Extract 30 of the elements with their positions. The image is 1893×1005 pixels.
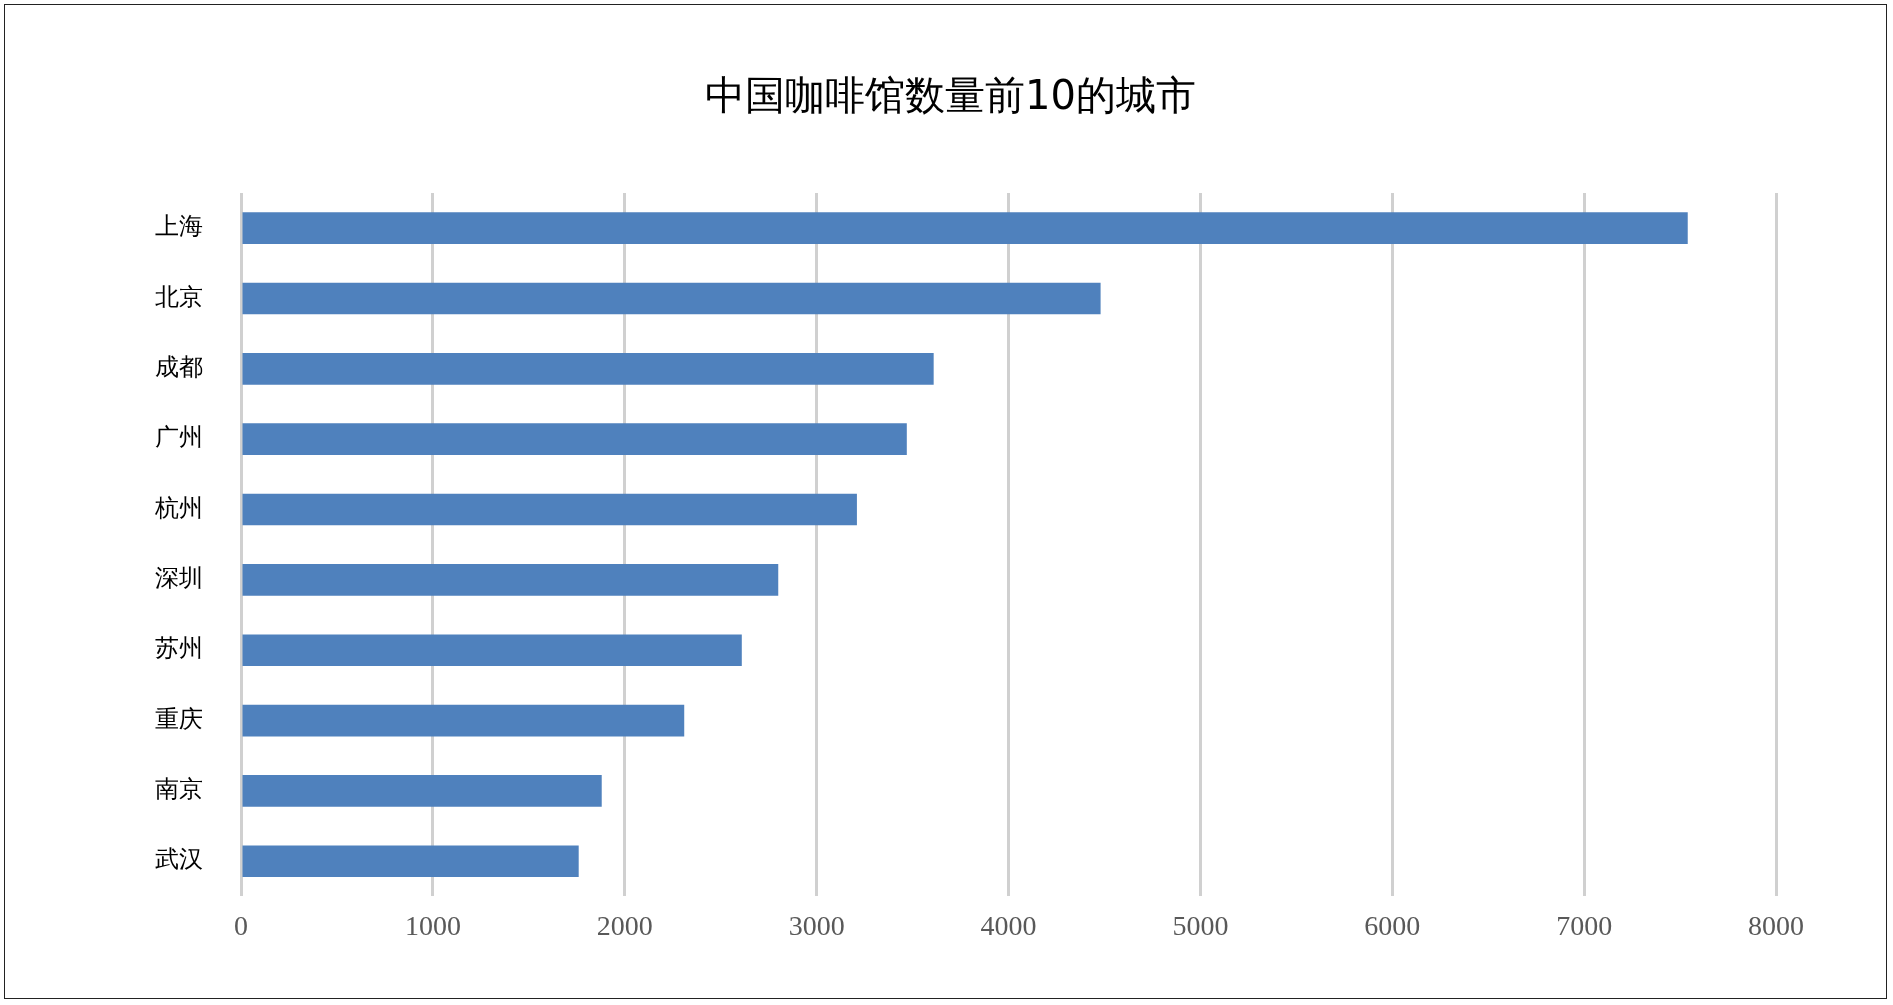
y-tick-label: 深圳 [155, 564, 203, 593]
x-tick-label: 2000 [596, 909, 653, 941]
x-tick-label: 6000 [1364, 909, 1421, 941]
y-tick-label: 成都 [155, 353, 203, 382]
bar [242, 282, 1101, 315]
bar [242, 845, 579, 878]
y-tick-label: 苏州 [155, 634, 203, 663]
x-tick-label: 4000 [980, 909, 1037, 941]
y-tick-label: 杭州 [154, 493, 203, 522]
bar [242, 775, 602, 807]
x-tick-label: 5000 [1172, 909, 1229, 941]
bar [242, 423, 907, 456]
x-tick-label: 0 [234, 909, 248, 941]
bar [242, 564, 779, 596]
y-tick-label: 重庆 [155, 704, 203, 733]
bar [242, 634, 742, 667]
bar [242, 212, 1688, 244]
x-tick-label: 1000 [404, 909, 461, 941]
x-tick-label: 7000 [1556, 909, 1613, 941]
bar [242, 493, 857, 526]
bar [242, 704, 685, 737]
y-tick-label: 广州 [155, 423, 203, 452]
chart-title: 中国咖啡馆数量前10的城市 [705, 72, 1196, 119]
x-tick-label: 3000 [788, 909, 845, 941]
y-tick-label: 北京 [155, 282, 203, 311]
y-tick-label: 武汉 [155, 845, 203, 874]
y-tick-label: 上海 [155, 212, 203, 241]
bar [242, 353, 934, 385]
x-tick-label: 8000 [1748, 909, 1804, 941]
y-tick-label: 南京 [155, 775, 203, 804]
